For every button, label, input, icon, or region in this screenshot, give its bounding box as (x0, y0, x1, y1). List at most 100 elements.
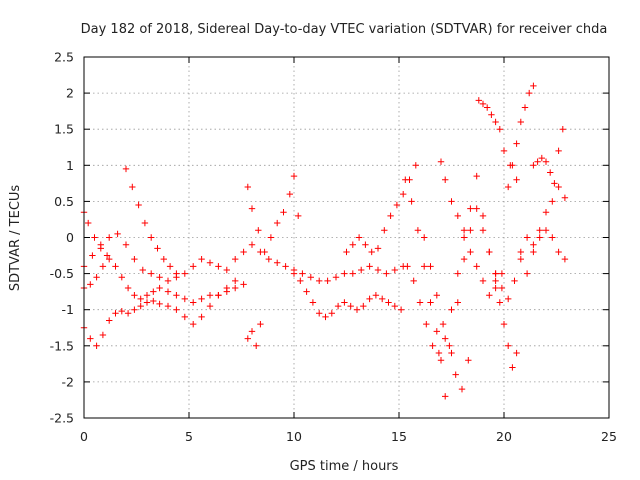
data-point (448, 349, 455, 357)
data-point (559, 126, 566, 133)
x-tick-label: 5 (185, 429, 193, 444)
data-point (374, 266, 382, 274)
data-point (374, 245, 382, 252)
data-point (198, 313, 205, 321)
data-point (442, 335, 449, 342)
data-point (106, 234, 113, 241)
y-tick-label: 1.5 (54, 122, 74, 137)
data-point (114, 230, 121, 238)
data-point (439, 320, 447, 328)
data-point (253, 342, 260, 349)
data-point (404, 263, 411, 270)
data-point (433, 328, 440, 335)
data-point (307, 274, 314, 281)
series-track-r (517, 183, 569, 277)
data-point (410, 277, 417, 285)
data-point (137, 302, 144, 310)
series-track-d (122, 165, 180, 277)
data-point (282, 263, 289, 270)
data-point (160, 255, 167, 263)
x-tick-label: 15 (391, 429, 407, 444)
data-point (124, 284, 132, 292)
data-point (513, 176, 520, 183)
data-point (156, 274, 163, 281)
series-track-g (244, 320, 264, 349)
data-point (99, 263, 107, 270)
data-point (517, 248, 524, 256)
data-point (437, 158, 445, 165)
data-point (274, 259, 281, 266)
x-axis-label: GPS time / hours (290, 459, 399, 474)
data-point (460, 227, 468, 234)
data-point (118, 274, 125, 281)
data-point (479, 277, 487, 285)
data-point (190, 263, 197, 270)
data-point (274, 219, 281, 227)
data-point (427, 299, 434, 306)
data-point (244, 335, 251, 342)
data-point (542, 227, 550, 234)
data-point (316, 310, 323, 317)
data-point (454, 212, 461, 220)
data-point (492, 118, 499, 126)
data-point (173, 270, 180, 277)
data-point (232, 255, 239, 263)
data-point (248, 241, 256, 248)
data-point (486, 248, 493, 256)
data-point (517, 118, 524, 126)
data-point (173, 292, 180, 299)
y-tick-label: -0.5 (50, 266, 74, 281)
grid-lines (84, 57, 609, 418)
data-point (442, 393, 449, 400)
data-point (362, 241, 369, 248)
data-point (166, 263, 174, 270)
data-point (122, 241, 130, 248)
data-point (343, 248, 350, 256)
data-point (135, 201, 142, 209)
series-track-m (437, 158, 506, 299)
data-point (290, 270, 298, 277)
data-point (297, 277, 304, 285)
data-point (484, 104, 491, 111)
data-point (240, 248, 247, 256)
data-point (349, 270, 356, 277)
data-point (400, 190, 407, 198)
data-point (322, 313, 329, 321)
series-track-l (421, 234, 472, 393)
data-point (93, 342, 100, 349)
axis-ticks: 0 5 10 15 20 25 -2.5 -2 -1.5 -1 -0.5 0 0.5 1 1.5 2 2.5 (50, 50, 617, 445)
data-point (385, 299, 392, 306)
data-point (257, 320, 264, 328)
data-point (299, 270, 306, 277)
data-point (397, 306, 405, 313)
data-point (341, 299, 348, 306)
data-point (91, 234, 98, 241)
data-point (421, 234, 428, 241)
data-point (181, 295, 188, 303)
data-point (190, 299, 197, 306)
data-point (244, 183, 251, 191)
data-point (150, 297, 157, 305)
data-point (379, 295, 386, 303)
data-point (148, 234, 155, 241)
data-point (280, 209, 287, 216)
data-point (555, 183, 562, 191)
series-track-h (290, 270, 405, 321)
data-point (215, 263, 222, 270)
data-point (473, 172, 480, 180)
data-point (479, 100, 487, 108)
data-point (561, 255, 569, 263)
data-point (530, 241, 537, 248)
y-tick-label: 1 (66, 158, 74, 173)
data-point (181, 270, 188, 277)
data-point (316, 277, 323, 285)
data-point (87, 335, 94, 342)
data-point (181, 313, 188, 321)
data-point (223, 284, 230, 292)
data-point (334, 302, 342, 310)
data-point (505, 183, 512, 191)
data-point (414, 227, 422, 234)
data-point (97, 245, 104, 252)
series-track-a (80, 230, 407, 285)
data-point (523, 234, 531, 241)
